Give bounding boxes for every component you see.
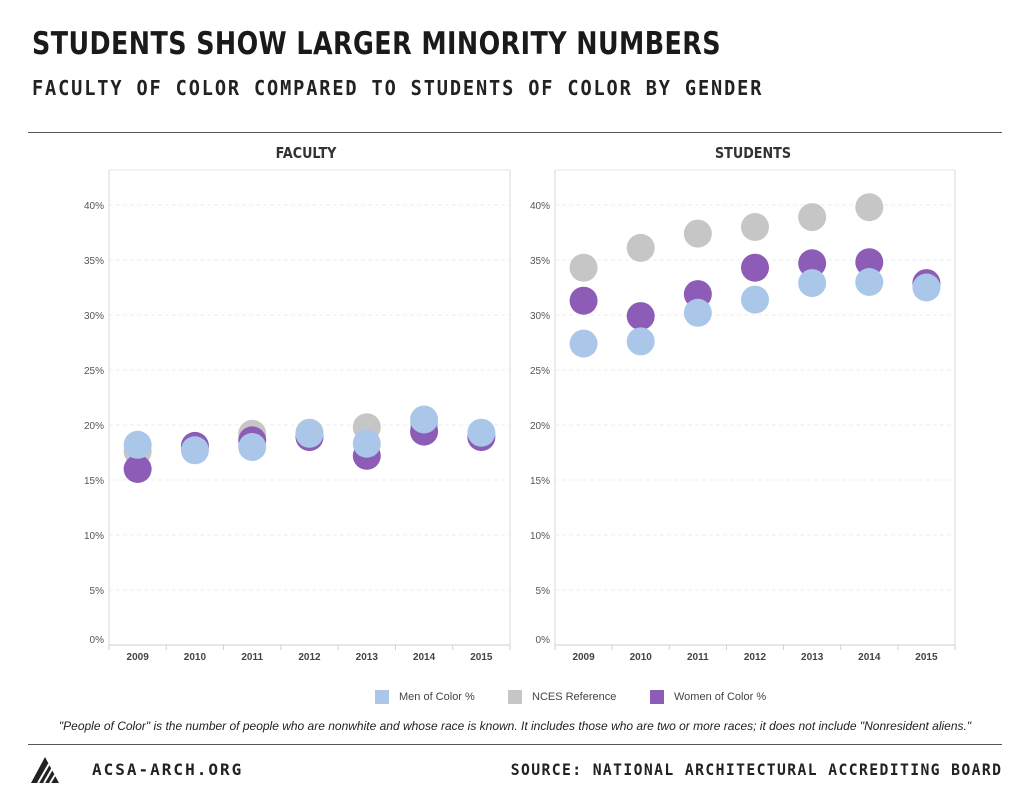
students-point-nces-2012 [741, 213, 769, 241]
faculty-y-tick-label: 20% [84, 421, 104, 432]
students-point-women-2010 [626, 302, 655, 331]
students-point-women-2013 [798, 249, 827, 278]
faculty-y-tick-label: 30% [84, 311, 104, 322]
students-y-tick-label: 30% [530, 311, 550, 322]
faculty-y-tick-label: 35% [84, 256, 104, 267]
students-y-tick-label: 5% [536, 586, 551, 597]
faculty-point-men-2013 [352, 429, 381, 458]
students-point-nces-2011 [683, 219, 712, 248]
students-x-tick-label: 2015 [915, 652, 938, 663]
students-point-men-2010 [626, 327, 655, 356]
students-point-nces-2009 [569, 253, 598, 282]
header-divider [28, 132, 1002, 133]
nces-swatch [508, 690, 522, 704]
legend-label-nces: NCES Reference [532, 691, 617, 703]
acsa-logo-icon [31, 757, 59, 784]
page-subtitle: FACULTY OF COLOR COMPARED TO STUDENTS OF… [32, 76, 764, 100]
footer-divider [28, 744, 1002, 745]
students-point-men-2014 [855, 268, 884, 296]
page-title: STUDENTS SHOW LARGER MINORITY NUMBERS [32, 26, 721, 62]
faculty-point-men-2014 [410, 405, 439, 434]
students-y-tick-label: 40% [530, 201, 550, 212]
faculty-x-tick-label: 2009 [127, 652, 150, 663]
footnote: "People of Color" is the number of peopl… [58, 719, 972, 733]
faculty-x-tick-label: 2010 [184, 652, 207, 663]
faculty-x-tick-label: 2012 [298, 652, 321, 663]
charts-canvas: 0% 5% 10% 15% 20% 25% 30% 35% 40% 2009 2010 2011 201… [84, 169, 956, 663]
students-y-tick-label: 25% [530, 366, 550, 377]
legend-label-women: Women of Color % [674, 691, 767, 703]
students-x-tick-label: 2010 [630, 652, 653, 663]
faculty-y-tick-label: 15% [84, 476, 104, 487]
site-link[interactable]: ACSA-ARCH.ORG [92, 760, 244, 779]
students-point-men-2012 [741, 285, 769, 314]
faculty-y-tick-label: 0% [90, 635, 105, 646]
students-point-women-2014 [855, 248, 884, 277]
faculty-y-tick-label: 10% [84, 531, 104, 542]
students-point-women-2009 [569, 286, 598, 315]
legend-label-men: Men of Color % [399, 691, 475, 703]
faculty-point-men-2015 [467, 418, 496, 447]
faculty-x-tick-label: 2013 [356, 652, 379, 663]
students-point-women-2012 [741, 253, 769, 282]
students-y-tick-label: 35% [530, 256, 550, 267]
men-swatch [375, 690, 389, 704]
faculty-point-women-2009 [123, 455, 152, 483]
students-x-tick-label: 2014 [858, 652, 881, 663]
faculty-y-tick-label: 5% [90, 586, 105, 597]
students-x-tick-label: 2012 [744, 652, 767, 663]
students-y-tick-label: 10% [530, 531, 550, 542]
students-point-nces-2010 [626, 233, 655, 262]
legend-item-women[interactable]: Women of Color % [650, 690, 766, 704]
faculty-point-men-2009 [123, 430, 152, 459]
students-x-tick-label: 2009 [572, 652, 595, 663]
students-point-men-2015 [912, 273, 941, 302]
faculty-point-men-2012 [295, 419, 324, 448]
faculty-y-tick-label: 25% [84, 366, 104, 377]
students-x-tick-label: 2013 [801, 652, 824, 663]
students-point-men-2011 [683, 298, 712, 327]
students-point-nces-2013 [798, 203, 827, 232]
faculty-point-men-2010 [180, 436, 209, 465]
faculty-y-tick-label: 40% [84, 201, 104, 212]
legend-item-nces[interactable]: NCES Reference [508, 690, 616, 704]
source-text: SOURCE: NATIONAL ARCHITECTURAL ACCREDITI… [510, 760, 1002, 779]
students-y-tick-label: 0% [536, 635, 551, 646]
students-point-men-2009 [569, 329, 598, 358]
students-point-nces-2014 [855, 193, 884, 222]
students-point-men-2013 [798, 269, 827, 298]
faculty-x-tick-label: 2015 [470, 652, 493, 663]
students-y-tick-label: 20% [530, 421, 550, 432]
students-y-tick-label: 15% [530, 476, 550, 487]
faculty-x-tick-label: 2011 [241, 652, 263, 663]
women-swatch [650, 690, 664, 704]
faculty-x-tick-label: 2014 [413, 652, 436, 663]
legend-item-men[interactable]: Men of Color % [375, 690, 475, 704]
students-x-tick-label: 2011 [687, 652, 709, 663]
faculty-point-men-2011 [238, 433, 267, 461]
